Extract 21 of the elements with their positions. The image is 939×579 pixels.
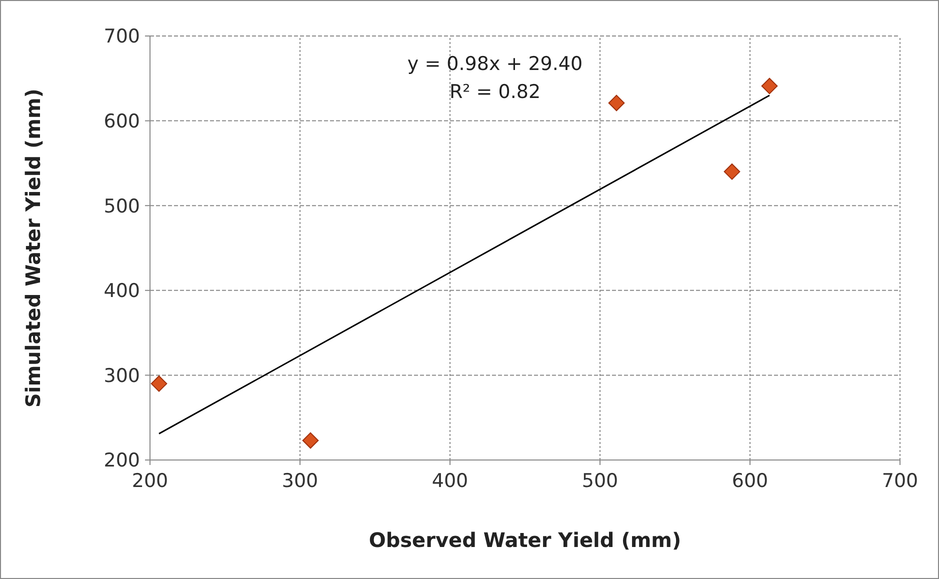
point [150, 376, 168, 392]
point [761, 78, 778, 94]
y-tick-label: 600 [104, 110, 140, 132]
x-axis-title: Observed Water Yield (mm) [368, 528, 682, 552]
y-tick-label: 700 [104, 26, 140, 48]
y-tick-label: 400 [104, 280, 140, 302]
annotation: y = 0.98x + 29.40 [407, 53, 583, 75]
x-tick-label: 400 [432, 470, 468, 492]
point [608, 94, 625, 112]
point [302, 432, 319, 449]
annotation: R² = 0.82 [449, 81, 541, 103]
x-tick-label: 600 [732, 470, 768, 492]
y-tick-label: 500 [104, 195, 140, 218]
y-tick-label: 300 [104, 364, 140, 387]
y-tick-label: 200 [104, 450, 140, 472]
x-tick-label: 300 [282, 470, 318, 492]
x-tick-label: 200 [132, 470, 168, 492]
y-axis-title: Simulated Water Yield (mm) [21, 88, 45, 408]
x-tick-label: 700 [882, 470, 918, 492]
point [724, 164, 740, 180]
x-tick-label: 500 [582, 470, 618, 492]
